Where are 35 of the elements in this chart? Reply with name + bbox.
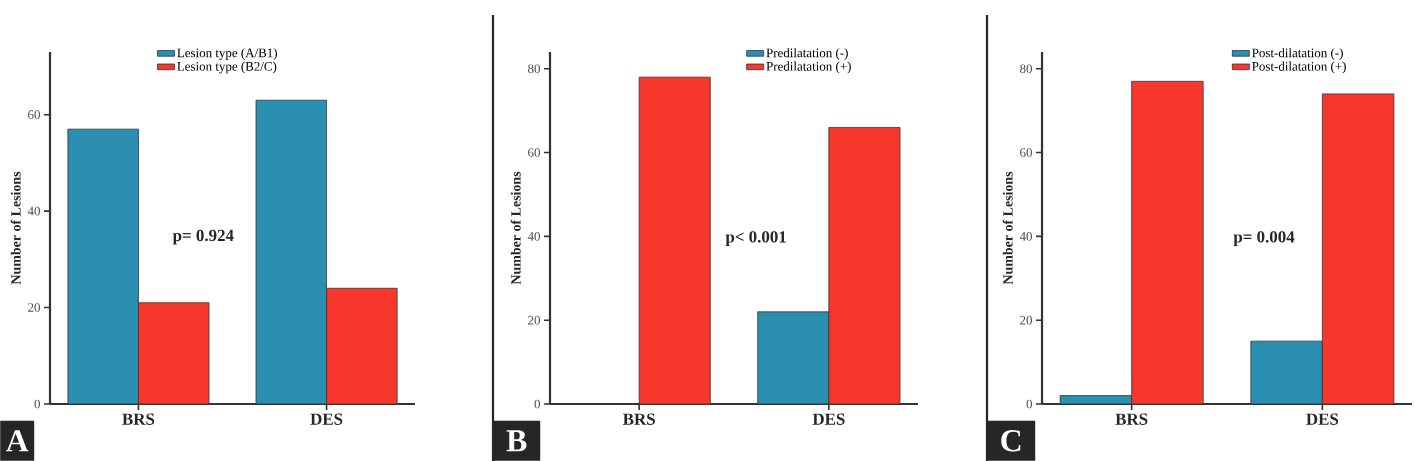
x-tick-label: DES [1306, 413, 1339, 425]
y-tick-label: 80 [528, 64, 540, 74]
y-tick-label: 0 [1026, 399, 1032, 409]
y-tick-label: 60 [528, 148, 540, 157]
y-tick-label: 40 [27, 206, 40, 216]
y-tick-label: 60 [28, 110, 40, 120]
legend-label: Predilatation (-) [766, 48, 848, 60]
x-tick-label: BRS [622, 413, 655, 425]
y-tick-label: 0 [34, 399, 40, 409]
text: B [506, 430, 527, 452]
legend-label: Post-dilatation (-) [1252, 48, 1343, 60]
y-tick-label: 40 [1019, 232, 1032, 241]
annotation: p< 0.001 [725, 231, 786, 246]
text: A [6, 430, 29, 452]
y-tick-label: 0 [534, 399, 540, 409]
y-tick-label: 80 [1020, 64, 1032, 74]
y-tick-label: 20 [528, 315, 540, 325]
legend-label: Predilatation (+) [766, 61, 851, 74]
legend-label: Post-dilatation (+) [1252, 61, 1346, 74]
y-axis-title: Number of Lesions [1002, 171, 1013, 285]
y-tick-label: 20 [28, 303, 40, 312]
x-tick-label: BRS [1115, 413, 1148, 425]
y-tick-label: 60 [1020, 148, 1032, 157]
y-tick-label: 20 [1020, 315, 1032, 325]
y-axis-title: Number of Lesions [510, 171, 521, 285]
legend-label: Lesion type (B2/C) [177, 61, 277, 74]
y-axis-title: Number of Lesions [10, 171, 21, 285]
y-tick-label: 40 [527, 232, 540, 241]
legend-label: Lesion type (A/B1) [177, 48, 277, 60]
text: C [1001, 430, 1021, 452]
annotation: p= 0.004 [1233, 231, 1295, 246]
x-tick-label: BRS [122, 413, 155, 425]
x-tick-label: DES [812, 413, 845, 425]
x-tick-label: DES [310, 413, 343, 425]
annotation: p= 0.924 [172, 229, 234, 245]
